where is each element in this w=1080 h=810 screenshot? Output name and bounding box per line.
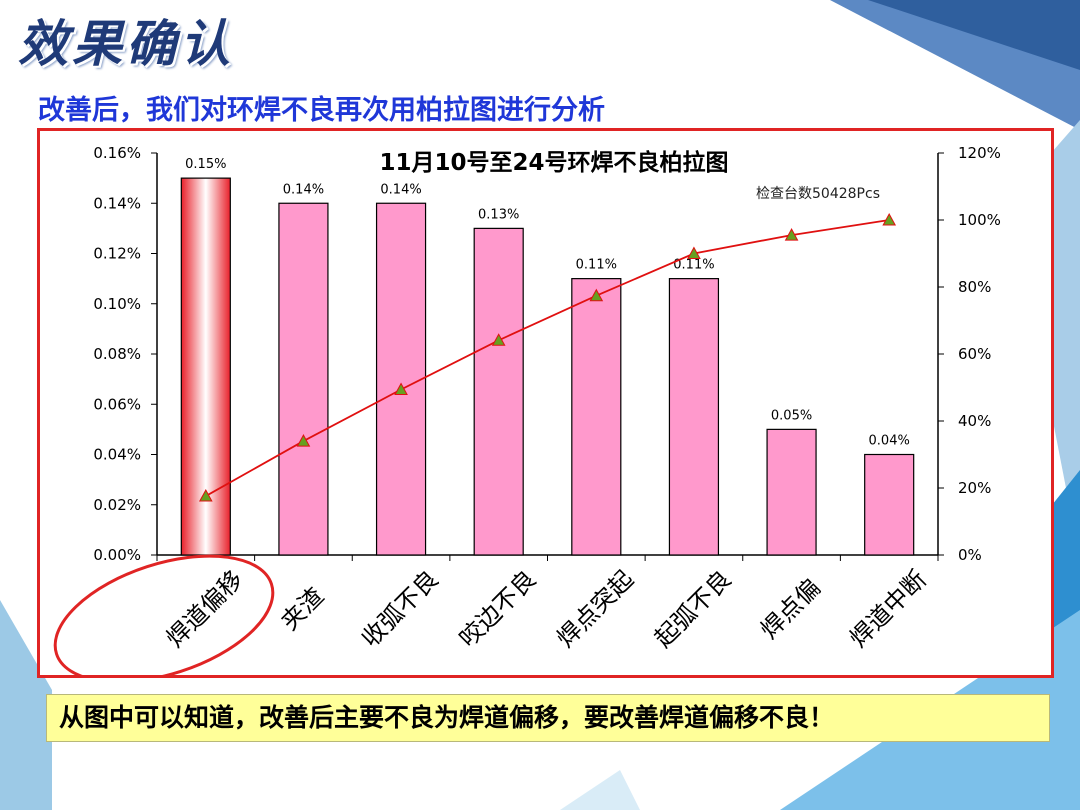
category-label: 夹渣 [276,582,330,636]
bar-6 [668,278,720,556]
category-label: 焊点突起 [551,565,639,653]
category-label: 收弧不良 [356,565,444,653]
right-tick-label: 100% [958,211,1001,229]
left-tick-label: 0.04% [93,446,141,464]
slide-subtitle: 改善后，我们对环焊不良再次用柏拉图进行分析 [38,95,605,126]
left-tick-label: 0.00% [93,546,141,564]
bar-data-label: 0.15% [185,157,226,172]
left-tick-label: 0.02% [93,496,141,514]
bar-data-label: 0.14% [283,182,324,197]
bar-8 [864,453,915,556]
bar-data-label: 0.11% [673,258,714,273]
right-tick-label: 0% [958,546,982,564]
bar-data-label: 0.13% [478,207,519,222]
category-label: 焊道中断 [844,565,932,653]
right-tick-label: 80% [958,278,991,296]
conclusion-box: 从图中可以知道，改善后主要不良为焊道偏移，要改善焊道偏移不良！ [46,694,1050,742]
bar-7 [766,428,817,556]
bar-3 [375,202,427,556]
bar-data-label: 0.05% [771,408,812,423]
bar-data-label: 0.14% [380,182,421,197]
category-label: 起弧不良 [649,565,737,653]
right-tick-label: 120% [958,144,1001,162]
cumulative-marker [784,228,799,241]
bar-data-label: 0.04% [869,434,910,449]
cumulative-marker [589,288,604,302]
cumulative-marker [882,212,897,226]
left-tick-label: 0.08% [93,345,141,363]
left-tick-label: 0.12% [93,245,141,263]
category-label: 焊道偏移 [161,565,249,653]
cumulative-marker [491,333,506,346]
cumulative-marker [296,434,311,447]
cumulative-marker [394,382,408,396]
bar-4 [473,227,524,556]
cumulative-line [205,219,890,497]
left-tick-label: 0.14% [93,194,141,212]
left-tick-label: 0.16% [93,144,141,162]
category-label: 焊点偏 [755,574,826,645]
category-label: 咬边不良 [454,565,542,653]
left-tick-label: 0.10% [93,295,141,313]
highlight-circle [53,554,275,678]
right-tick-label: 40% [958,412,991,430]
chart-note: 检查台数50428Pcs [756,186,880,202]
right-tick-label: 20% [958,479,991,497]
cumulative-marker [687,246,701,259]
left-tick-label: 0.06% [93,395,141,413]
cumulative-marker [198,488,213,502]
slide-title: 效果确认 [18,14,234,73]
bar-5 [571,278,622,556]
bar-data-label: 0.11% [576,258,617,273]
bar-2 [278,202,329,556]
chart-title: 11月10号至24号环焊不良柏拉图 [379,149,728,176]
pareto-chart: 11月10号至24号环焊不良柏拉图 检查台数50428Pcs 0.00% 0.02… [53,144,1001,678]
right-tick-label: 60% [958,345,991,363]
